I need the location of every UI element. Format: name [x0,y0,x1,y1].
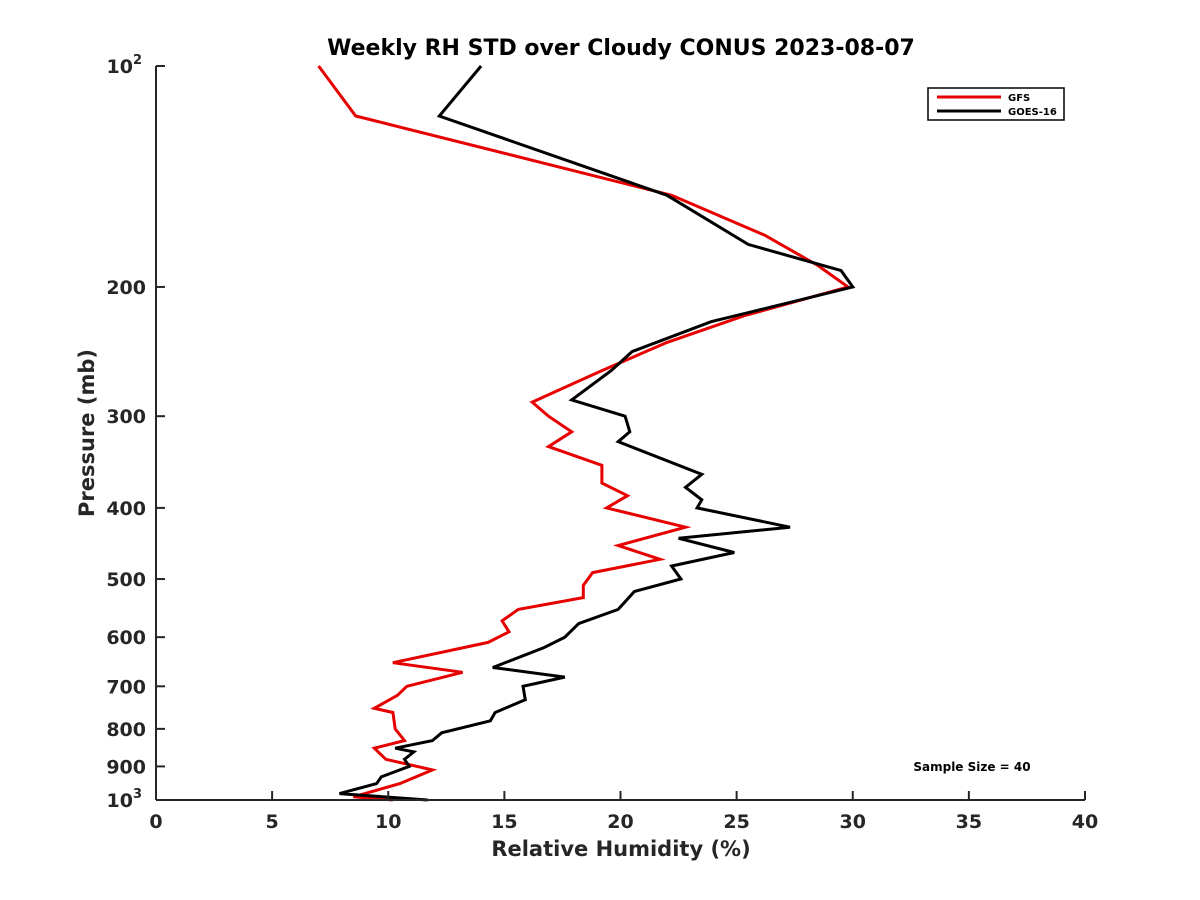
y-tick-label: 300 [106,406,146,428]
y-tick-label-base: 200 [106,277,146,299]
x-tick-label: 15 [491,811,517,833]
y-tick-label: 600 [106,627,146,649]
y-tick-label: 800 [106,719,146,741]
sample-size-annotation: Sample Size = 40 [913,760,1030,774]
chart-title: Weekly RH STD over Cloudy CONUS 2023-08-… [327,36,915,61]
y-tick-label: 102 [107,53,143,78]
y-tick-label: 200 [106,277,146,299]
series-line-gfs [317,65,852,802]
y-tick-label-base: 10 [107,790,133,812]
y-tick-label-base: 300 [106,406,146,428]
x-tick-label: 5 [266,811,279,833]
legend-label: GOES-16 [1008,107,1057,118]
y-tick-label: 700 [106,676,146,698]
x-tick-label: 25 [723,811,749,833]
x-ticks: 0 5 10 15 20 25 30 35 40 [149,791,1098,833]
y-tick-label-base: 10 [107,56,133,78]
y-tick-label-base: 800 [106,719,146,741]
legend: GFS GOES-16 [927,87,1065,121]
x-tick-label: 40 [1072,811,1098,833]
legend-label: GFS [1008,93,1030,104]
y-tick-label-base: 600 [106,627,146,649]
legend-box [927,87,1065,121]
series-line-goes-16 [339,65,856,802]
y-tick-label-base: 400 [106,498,146,520]
x-tick-label: 30 [840,811,866,833]
y-tick-label-base: 500 [106,569,146,591]
x-tick-label: 0 [149,811,162,833]
y-tick-label: 900 [106,756,146,778]
y-axis-label: Pressure (mb) [75,349,99,517]
y-tick-label-exponent: 3 [133,787,142,802]
x-axis-label: Relative Humidity (%) [491,837,750,861]
y-tick-label: 103 [107,787,143,812]
x-tick-label: 35 [956,811,982,833]
x-tick-label: 20 [607,811,633,833]
y-tick-label-base: 700 [106,676,146,698]
series-layer [317,65,856,802]
y-tick-label: 500 [106,569,146,591]
y-tick-label: 400 [106,498,146,520]
y-tick-label-exponent: 2 [133,53,142,68]
y-tick-label-base: 900 [106,756,146,778]
x-tick-label: 10 [375,811,401,833]
